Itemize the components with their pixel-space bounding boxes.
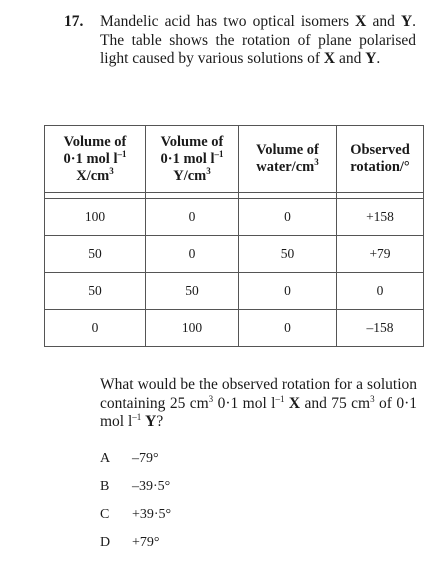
question-number: 17. xyxy=(64,13,84,30)
table-header-row: Volume of 0·1 mol l–1 X/cm3 Volume of 0·… xyxy=(44,125,424,193)
option-d[interactable]: D +79° xyxy=(100,535,160,550)
option-c[interactable]: C +39·5° xyxy=(100,507,172,522)
header-volume-y: Volume of 0·1 mol l–1 Y/cm3 xyxy=(145,125,239,193)
header-volume-x: Volume of 0·1 mol l–1 X/cm3 xyxy=(44,125,146,193)
question-stem: Mandelic acid has two optical isomers X … xyxy=(100,13,417,67)
header-observed-rotation: Observed rotation/° xyxy=(336,125,424,193)
table-row: 50 0 50 +79 xyxy=(44,235,424,273)
table-row: 0 100 0 –158 xyxy=(44,309,424,347)
question-prompt: What would be the observed rotation for … xyxy=(100,376,417,430)
header-volume-water: Volume of water/cm3 xyxy=(238,125,337,193)
rotation-table: Volume of 0·1 mol l–1 X/cm3 Volume of 0·… xyxy=(44,125,424,347)
table-row: 100 0 0 +158 xyxy=(44,198,424,236)
option-a[interactable]: A –79° xyxy=(100,451,159,466)
table-row: 50 50 0 0 xyxy=(44,272,424,310)
option-b[interactable]: B –39·5° xyxy=(100,479,171,494)
